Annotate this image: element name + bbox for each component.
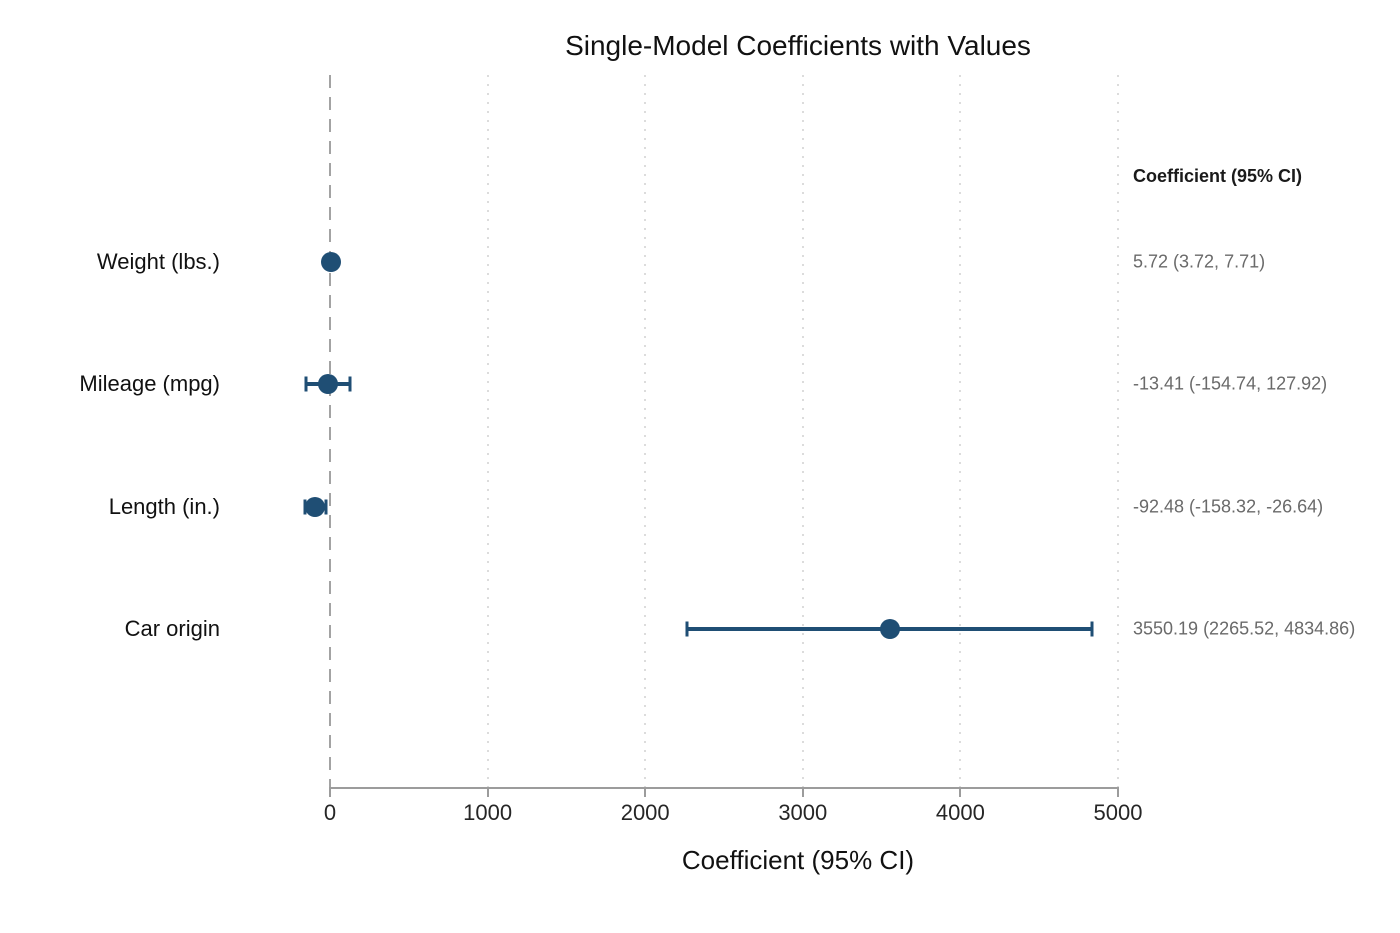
x-tick-mark	[1117, 789, 1119, 797]
value-annotation: -92.48 (-158.32, -26.64)	[1133, 496, 1324, 517]
x-tick-label: 3000	[778, 800, 828, 825]
chart-title: Single-Model Coefficients with Values	[565, 30, 1031, 61]
ci-cap-lower	[303, 499, 307, 515]
x-tick-mark	[486, 789, 489, 797]
value-annotation: -13.41 (-154.74, 127.92)	[1133, 373, 1328, 394]
value-annotation: 3550.19 (2265.52, 4834.86)	[1133, 618, 1356, 639]
category-label: Length (in.)	[108, 494, 220, 519]
x-tick-label: 0	[323, 800, 337, 825]
vertical-gridline	[486, 75, 489, 788]
category-label: Weight (lbs.)	[96, 249, 220, 274]
point-estimate-marker	[320, 252, 341, 272]
ci-cap-upper	[1090, 621, 1094, 637]
x-axis-line	[329, 787, 1119, 789]
ci-cap-upper	[324, 499, 328, 515]
x-tick-label: 5000	[1093, 800, 1143, 825]
ci-cap-upper	[348, 376, 352, 392]
x-axis-label: Coefficient (95% CI)	[681, 845, 915, 875]
x-tick-label: 4000	[935, 800, 985, 825]
category-label: Mileage (mpg)	[79, 371, 220, 396]
zero-reference-line	[329, 75, 331, 788]
vertical-gridline	[959, 75, 962, 788]
point-estimate-marker	[879, 619, 900, 639]
x-tick-label: 1000	[463, 800, 513, 825]
value-annotation: 5.72 (3.72, 7.71)	[1133, 251, 1266, 272]
x-tick-mark	[644, 789, 647, 797]
x-tick-mark	[329, 789, 331, 797]
ci-cap-lower	[685, 621, 689, 637]
x-tick-mark	[959, 789, 962, 797]
x-tick-label: 2000	[620, 800, 670, 825]
point-estimate-marker	[305, 497, 326, 517]
category-label: Car origin	[124, 616, 220, 641]
x-tick-mark	[801, 789, 804, 797]
vertical-gridline	[801, 75, 804, 788]
ci-cap-lower	[304, 376, 308, 392]
annotation-column-header: Coefficient (95% CI)	[1133, 166, 1303, 186]
vertical-gridline	[644, 75, 647, 788]
point-estimate-marker	[317, 374, 338, 394]
vertical-gridline	[1117, 75, 1119, 788]
